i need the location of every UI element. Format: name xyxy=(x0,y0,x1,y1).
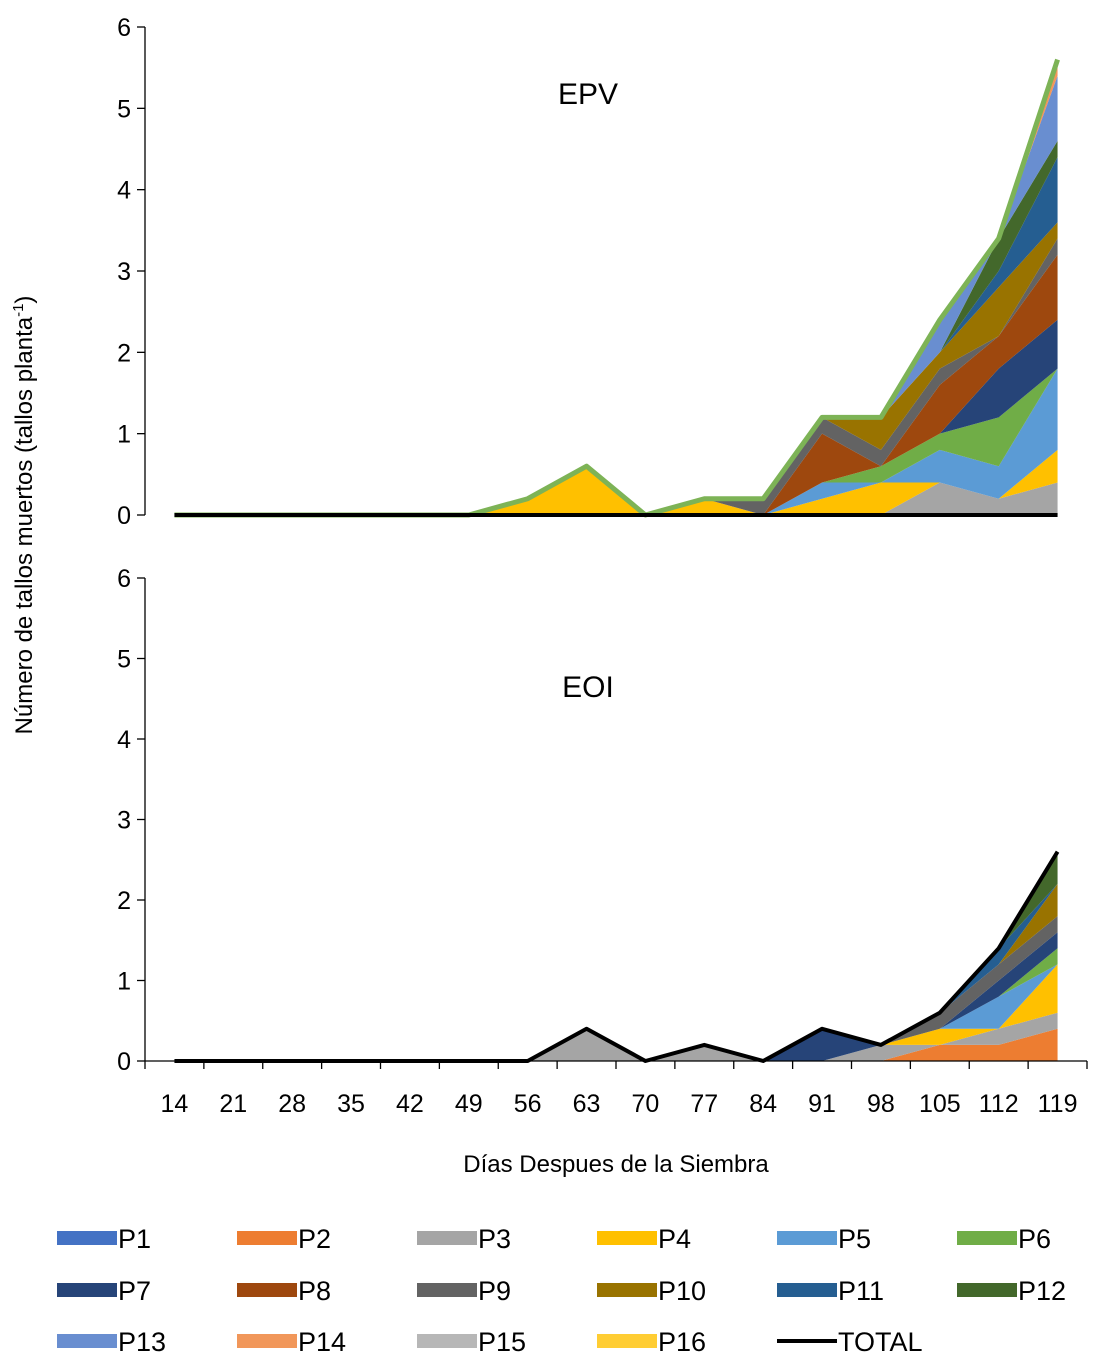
legend-label-p6: P6 xyxy=(1018,1224,1051,1254)
area-epv-p4 xyxy=(174,449,1058,515)
x-tick-label: 84 xyxy=(749,1090,777,1118)
legend-label-p7: P7 xyxy=(118,1276,151,1306)
y-tick-label: 0 xyxy=(117,502,131,530)
legend-swatch-p15 xyxy=(417,1334,477,1348)
y-tick-label: 4 xyxy=(117,726,131,754)
x-tick-label: 119 xyxy=(1038,1090,1078,1118)
y-tick-label: 1 xyxy=(117,421,131,449)
legend-swatch-p2 xyxy=(237,1231,297,1245)
x-axis-title: Días Despues de la Siembra xyxy=(463,1151,769,1178)
y-tick-label: 4 xyxy=(117,177,131,205)
x-tick-label: 112 xyxy=(979,1090,1019,1118)
legend-label-p5: P5 xyxy=(838,1224,871,1254)
x-axis: 14 21 28 35 42 49 56 63 70 77 84 91 98 105 112 119 xyxy=(144,1061,1088,1118)
legend-label-p2: P2 xyxy=(298,1224,331,1254)
legend-swatch-p4 xyxy=(597,1231,657,1245)
area-eoi-p3 xyxy=(174,1012,1058,1061)
legend-swatch-p6 xyxy=(957,1231,1017,1245)
x-tick-label: 70 xyxy=(632,1090,660,1118)
legend-swatch-p13 xyxy=(57,1334,117,1348)
y-tick-label: 5 xyxy=(117,646,131,674)
x-tick-label: 49 xyxy=(455,1090,483,1118)
y-axis-title: Número de tallos muertos (tallos planta-… xyxy=(10,296,38,735)
x-tick-label: 42 xyxy=(396,1090,424,1118)
legend-label-p15: P15 xyxy=(478,1327,526,1357)
legend-swatch-p5 xyxy=(777,1231,837,1245)
legend-swatch-p7 xyxy=(57,1283,117,1297)
y-tick-label: 0 xyxy=(117,1048,131,1076)
area-eoi-p2 xyxy=(174,1028,1058,1061)
legend-label-p1: P1 xyxy=(118,1224,151,1254)
legend-swatch-p10 xyxy=(597,1283,657,1297)
panel-eoi: 0 1 2 3 4 5 6 EOI xyxy=(117,565,1087,1076)
legend-label-p3: P3 xyxy=(478,1224,511,1254)
y-tick-label: 6 xyxy=(117,565,131,593)
panel-label-epv: EPV xyxy=(558,78,618,111)
legend-label-p9: P9 xyxy=(478,1276,511,1306)
legend-label-p10: P10 xyxy=(658,1276,706,1306)
legend-swatch-p16 xyxy=(597,1334,657,1348)
x-tick-label: 91 xyxy=(808,1090,836,1118)
legend-swatch-p8 xyxy=(237,1283,297,1297)
legend-label-total: TOTAL xyxy=(838,1327,923,1357)
x-tick-label: 98 xyxy=(867,1090,895,1118)
legend-label-p12: P12 xyxy=(1018,1276,1066,1306)
y-tick-label: 2 xyxy=(117,887,131,915)
legend-label-p14: P14 xyxy=(298,1327,346,1357)
x-tick-label: 105 xyxy=(919,1090,961,1118)
legend-swatch-p14 xyxy=(237,1334,297,1348)
legend-label-p8: P8 xyxy=(298,1276,331,1306)
legend-swatch-p3 xyxy=(417,1231,477,1245)
y-tick-label: 6 xyxy=(117,14,131,42)
x-tick-label: 21 xyxy=(219,1090,247,1118)
y-tick-label: 2 xyxy=(117,339,131,367)
y-tick-label: 1 xyxy=(117,968,131,996)
legend-swatch-p12 xyxy=(957,1283,1017,1297)
x-tick-label: 77 xyxy=(690,1090,718,1118)
legend-swatch-p9 xyxy=(417,1283,477,1297)
y-tick-label: 3 xyxy=(117,807,131,835)
y-tick-label: 5 xyxy=(117,95,131,123)
x-tick-label: 35 xyxy=(337,1090,365,1118)
legend-swatch-p1 xyxy=(57,1231,117,1245)
legend-label-p11: P11 xyxy=(838,1276,884,1306)
area-epv-p3 xyxy=(174,482,1058,515)
legend-label-p13: P13 xyxy=(118,1327,166,1357)
area-epv-p8 xyxy=(174,254,1058,515)
legend-label-p4: P4 xyxy=(658,1224,691,1254)
x-tick-label: 63 xyxy=(573,1090,601,1118)
x-tick-label: 14 xyxy=(161,1090,189,1118)
legend: P1 P2 P3 P4 P5 P6 P7 P8 P9 P10 P11 P12 P13 P14 P15 P16 T… xyxy=(57,1224,1066,1357)
x-tick-label: 56 xyxy=(514,1090,542,1118)
legend-swatch-p11 xyxy=(777,1283,837,1297)
panel-epv: 0 1 2 3 4 5 6 EPV xyxy=(117,14,1060,530)
legend-label-p16: P16 xyxy=(658,1327,706,1357)
panel-label-eoi: EOI xyxy=(562,671,614,704)
x-tick-label: 28 xyxy=(278,1090,306,1118)
y-tick-label: 3 xyxy=(117,258,131,286)
